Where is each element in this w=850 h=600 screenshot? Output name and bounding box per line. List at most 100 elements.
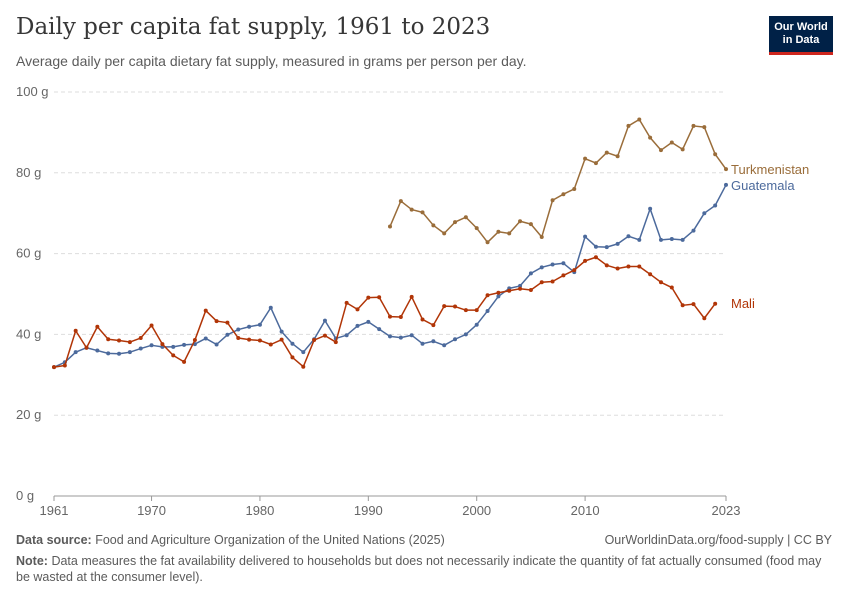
data-point-guatemala — [95, 348, 100, 353]
data-point-mali — [507, 288, 512, 293]
data-point-mali — [52, 365, 56, 370]
data-point-mali — [106, 337, 111, 342]
data-point-guatemala — [637, 237, 642, 242]
data-point-mali — [388, 314, 392, 319]
chart-title: Daily per capita fat supply, 1961 to 202… — [16, 14, 491, 40]
owid-logo[interactable]: Our World in Data — [769, 16, 833, 55]
data-point-guatemala — [377, 327, 382, 332]
data-point-guatemala — [279, 329, 284, 334]
data-point-mali — [453, 304, 458, 309]
data-point-mali — [463, 308, 468, 313]
data-point-mali — [626, 264, 631, 269]
data-point-guatemala — [669, 237, 674, 242]
data-point-guatemala — [442, 343, 447, 348]
data-point-mali — [95, 324, 100, 329]
data-point-guatemala — [366, 319, 371, 324]
data-point-mali — [333, 340, 338, 345]
data-point-guatemala — [463, 332, 468, 337]
y-tick-label: 60 g — [16, 246, 41, 261]
data-point-mali — [680, 303, 685, 308]
data-point-mali — [62, 363, 67, 368]
data-point-guatemala — [149, 343, 154, 348]
data-point-guatemala — [106, 351, 111, 356]
data-point-mali — [182, 359, 187, 364]
data-point-mali — [138, 336, 143, 341]
data-point-guatemala — [355, 323, 360, 328]
data-point-mali — [702, 316, 707, 321]
data-point-guatemala — [257, 322, 262, 327]
data-point-mali — [637, 264, 642, 269]
data-point-guatemala — [485, 308, 490, 313]
data-point-mali — [431, 323, 436, 328]
y-tick-label: 0 g — [16, 488, 34, 503]
note-label: Note: — [16, 554, 48, 568]
data-point-mali — [214, 319, 219, 324]
data-point-mali — [268, 342, 273, 347]
data-point-mali — [355, 307, 360, 312]
data-point-guatemala — [268, 305, 273, 310]
data-point-mali — [539, 280, 544, 285]
data-point-mali — [658, 280, 663, 285]
data-point-mali — [496, 290, 501, 295]
data-point-guatemala — [453, 337, 458, 342]
data-point-mali — [669, 285, 674, 290]
series-label-turkmenistan: Turkmenistan — [731, 162, 809, 177]
source-label: Data source: — [16, 533, 92, 547]
data-point-mali — [648, 272, 653, 277]
data-point-turkmenistan — [724, 167, 728, 172]
data-source: Data source: Food and Agriculture Organi… — [16, 533, 445, 547]
data-point-mali — [550, 279, 555, 284]
data-point-mali — [203, 308, 208, 313]
data-point-guatemala — [604, 245, 609, 250]
data-point-mali — [604, 263, 609, 268]
data-point-guatemala — [713, 203, 718, 208]
data-point-mali — [301, 364, 306, 369]
data-point-guatemala — [73, 350, 78, 355]
data-point-guatemala — [518, 283, 523, 288]
data-point-mali — [377, 295, 382, 300]
data-point-guatemala — [528, 271, 533, 276]
series-line-mali — [53, 256, 716, 368]
data-point-turkmenistan — [539, 235, 544, 240]
data-point-mali — [528, 287, 533, 292]
data-point-turkmenistan — [528, 222, 533, 227]
data-point-guatemala — [626, 234, 631, 239]
data-point-guatemala — [182, 342, 187, 347]
series-line-turkmenistan — [389, 118, 727, 244]
data-point-turkmenistan — [442, 231, 447, 236]
logo-line-1: Our World — [774, 21, 828, 33]
data-point-guatemala — [550, 262, 555, 267]
x-tick-label: 2010 — [571, 503, 600, 518]
x-tick-label: 1980 — [245, 503, 274, 518]
data-point-guatemala — [247, 324, 252, 329]
data-point-guatemala — [203, 336, 208, 341]
data-point-guatemala — [138, 346, 143, 351]
data-point-mali — [236, 336, 241, 341]
data-point-guatemala — [474, 322, 479, 327]
data-point-guatemala — [539, 265, 544, 270]
data-point-turkmenistan — [431, 223, 436, 228]
data-point-turkmenistan — [518, 219, 523, 224]
source-text: Food and Agriculture Organization of the… — [95, 533, 445, 547]
data-point-guatemala — [658, 237, 663, 242]
data-point-mali — [518, 286, 523, 291]
data-point-turkmenistan — [496, 229, 501, 234]
data-point-guatemala — [648, 206, 653, 211]
data-point-turkmenistan — [398, 199, 403, 204]
grid-layer: 0 g 20 g 40 g 60 g 80 g 100 g — [16, 84, 726, 503]
source-link[interactable]: OurWorldinData.org/food-supply | CC BY — [604, 533, 832, 547]
data-point-mali — [84, 345, 89, 350]
data-point-turkmenistan — [669, 140, 674, 145]
x-tick-label: 1970 — [137, 503, 166, 518]
data-point-mali — [398, 315, 403, 320]
y-tick-label: 40 g — [16, 326, 41, 341]
data-point-turkmenistan — [561, 192, 566, 197]
data-point-mali — [572, 268, 577, 273]
data-point-guatemala — [236, 327, 241, 332]
data-note: Note: Data measures the fat availability… — [16, 553, 826, 585]
data-point-mali — [160, 342, 165, 347]
data-point-turkmenistan — [680, 147, 685, 152]
data-point-guatemala — [290, 341, 295, 346]
